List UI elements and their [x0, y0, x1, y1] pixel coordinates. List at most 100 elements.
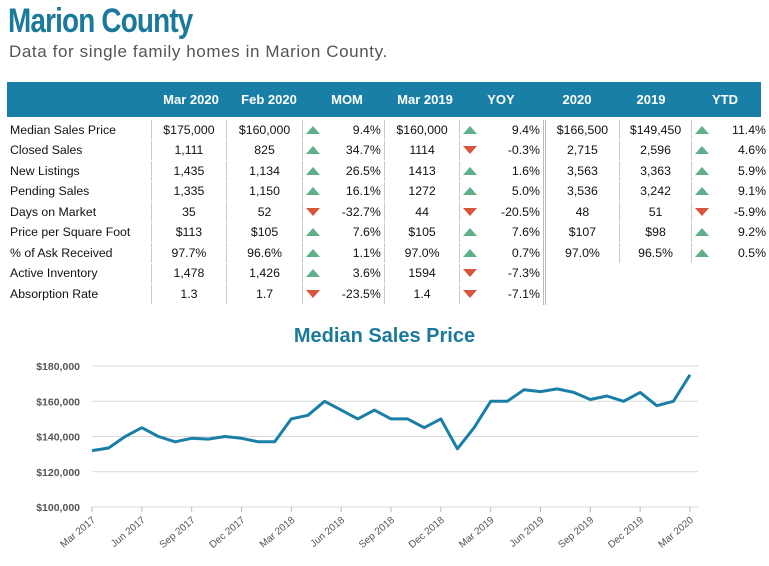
stats-table: Median Sales Price $175,000 $160,000 9.4% $1…: [7, 120, 769, 305]
col-header-mar-2019: Mar 2019: [397, 92, 453, 107]
mom-trend: [302, 222, 325, 243]
cell-mar-2020: 35: [151, 201, 228, 223]
table-row: Median Sales Price $175,000 $160,000 9.4% $1…: [7, 120, 769, 141]
up-arrow-icon: [305, 187, 320, 196]
y-tick-label: $180,000: [36, 361, 80, 373]
cell-yoy: 5.0%: [482, 181, 545, 202]
page-subtitle: Data for single family homes in Marion C…: [9, 42, 388, 61]
y-tick-label: $140,000: [36, 432, 80, 444]
cell-mar-2019: 1413: [384, 160, 461, 182]
cell-2020: 2,715: [542, 140, 620, 161]
cell-ytd: 4.6%: [713, 140, 769, 161]
mom-trend: [302, 120, 325, 141]
cell-yoy: -0.3%: [482, 140, 545, 161]
cell-yoy: -7.3%: [482, 263, 545, 284]
cell-2019: 51: [619, 201, 693, 223]
cell-ytd: 9.1%: [713, 181, 769, 202]
cell-feb-2020: $160,000: [226, 120, 303, 141]
cell-feb-2020: 1.7: [226, 283, 303, 305]
table-row: % of Ask Received 97.7% 96.6% 1.1% 97.0% 0.7%…: [7, 242, 769, 264]
x-tick-label: Jun 2017: [109, 515, 148, 550]
cell-ytd: 11.4%: [713, 120, 769, 141]
cell-2019: 3,363: [619, 160, 693, 182]
up-arrow-icon: [463, 187, 478, 196]
cell-2019: $98: [619, 222, 693, 243]
cell-ytd: 9.2%: [713, 222, 769, 243]
down-arrow-icon: [463, 207, 478, 216]
cell-feb-2020: 1,150: [226, 181, 303, 202]
row-label: Closed Sales: [7, 140, 152, 161]
yoy-trend: [459, 201, 483, 223]
cell-mom: -32.7%: [324, 201, 385, 223]
empty-cell: [542, 283, 769, 305]
col-header-mom: MOM: [331, 92, 363, 107]
cell-2020: 48: [542, 201, 620, 223]
x-tick-label: Sep 2017: [158, 515, 198, 551]
x-tick-label: Mar 2018: [258, 515, 298, 551]
up-arrow-icon: [305, 228, 320, 237]
cell-yoy: 9.4%: [482, 120, 545, 141]
cell-yoy: 0.7%: [482, 242, 545, 264]
cell-2020: 3,536: [542, 181, 620, 202]
yoy-trend: [459, 283, 483, 305]
x-tick-label: Sep 2019: [556, 515, 596, 551]
cell-2019: $149,450: [619, 120, 693, 141]
x-tick-label: Sep 2018: [357, 515, 397, 551]
mom-trend: [302, 242, 325, 264]
page-title: Marion County: [8, 2, 193, 40]
y-tick-label: $120,000: [36, 467, 80, 479]
row-label: Days on Market: [7, 201, 152, 223]
cell-mar-2020: 1,111: [151, 140, 228, 161]
cell-mom: 9.4%: [324, 120, 385, 141]
up-arrow-icon: [305, 269, 320, 278]
up-arrow-icon: [463, 248, 478, 257]
cell-ytd: 5.9%: [713, 160, 769, 182]
yoy-trend: [459, 160, 483, 182]
ytd-trend: [691, 242, 714, 264]
median-sales-price-chart: $100,000 $120,000 $140,000 $160,000 $180,000…: [36, 361, 698, 551]
cell-mar-2019: $105: [384, 222, 461, 243]
col-header-ytd: YTD: [712, 92, 738, 107]
up-arrow-icon: [695, 248, 710, 257]
x-tick-label: Mar 2020: [656, 515, 696, 551]
table-row: Closed Sales 1,111 825 34.7% 1114 -0.3% 2,715 2…: [7, 140, 769, 161]
up-arrow-icon: [695, 166, 710, 175]
row-label: Price per Square Foot: [7, 222, 152, 243]
cell-mar-2019: 44: [384, 201, 461, 223]
mom-trend: [302, 283, 325, 305]
y-tick-label: $100,000: [36, 502, 80, 514]
ytd-trend: [691, 222, 714, 243]
ytd-trend: [691, 201, 714, 223]
up-arrow-icon: [695, 125, 710, 134]
cell-ytd: 0.5%: [713, 242, 769, 264]
down-arrow-icon: [695, 207, 710, 216]
col-header-2020: 2020: [562, 92, 592, 107]
cell-mom: 1.1%: [324, 242, 385, 264]
cell-yoy: -20.5%: [482, 201, 545, 223]
col-header-yoy: YOY: [487, 92, 515, 107]
cell-mom: 7.6%: [324, 222, 385, 243]
cell-mar-2020: $175,000: [151, 120, 228, 141]
yoy-trend: [459, 222, 483, 243]
yoy-trend: [459, 263, 483, 284]
yoy-trend: [459, 181, 483, 202]
row-label: Absorption Rate: [7, 283, 152, 305]
row-label: % of Ask Received: [7, 242, 152, 264]
table-row: Active Inventory 1,478 1,426 3.6% 1594 -7.3%: [7, 263, 769, 284]
cell-mar-2020: 1,335: [151, 181, 228, 202]
row-label: New Listings: [7, 160, 152, 182]
down-arrow-icon: [463, 269, 478, 278]
cell-yoy: 7.6%: [482, 222, 545, 243]
cell-feb-2020: 1,134: [226, 160, 303, 182]
cell-mar-2020: 1.3: [151, 283, 228, 305]
x-tick-label: Mar 2019: [457, 515, 497, 551]
up-arrow-icon: [463, 125, 478, 134]
row-label: Pending Sales: [7, 181, 152, 202]
cell-yoy: 1.6%: [482, 160, 545, 182]
up-arrow-icon: [463, 228, 478, 237]
cell-feb-2020: 96.6%: [226, 242, 303, 264]
cell-mar-2020: $113: [151, 222, 228, 243]
yoy-trend: [459, 242, 483, 264]
col-header-mar-2020: Mar 2020: [163, 92, 219, 107]
up-arrow-icon: [695, 228, 710, 237]
